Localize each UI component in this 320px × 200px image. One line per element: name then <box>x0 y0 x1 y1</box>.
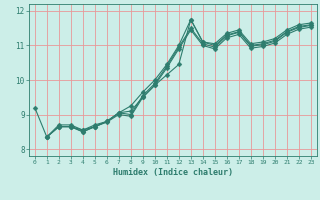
X-axis label: Humidex (Indice chaleur): Humidex (Indice chaleur) <box>113 168 233 177</box>
